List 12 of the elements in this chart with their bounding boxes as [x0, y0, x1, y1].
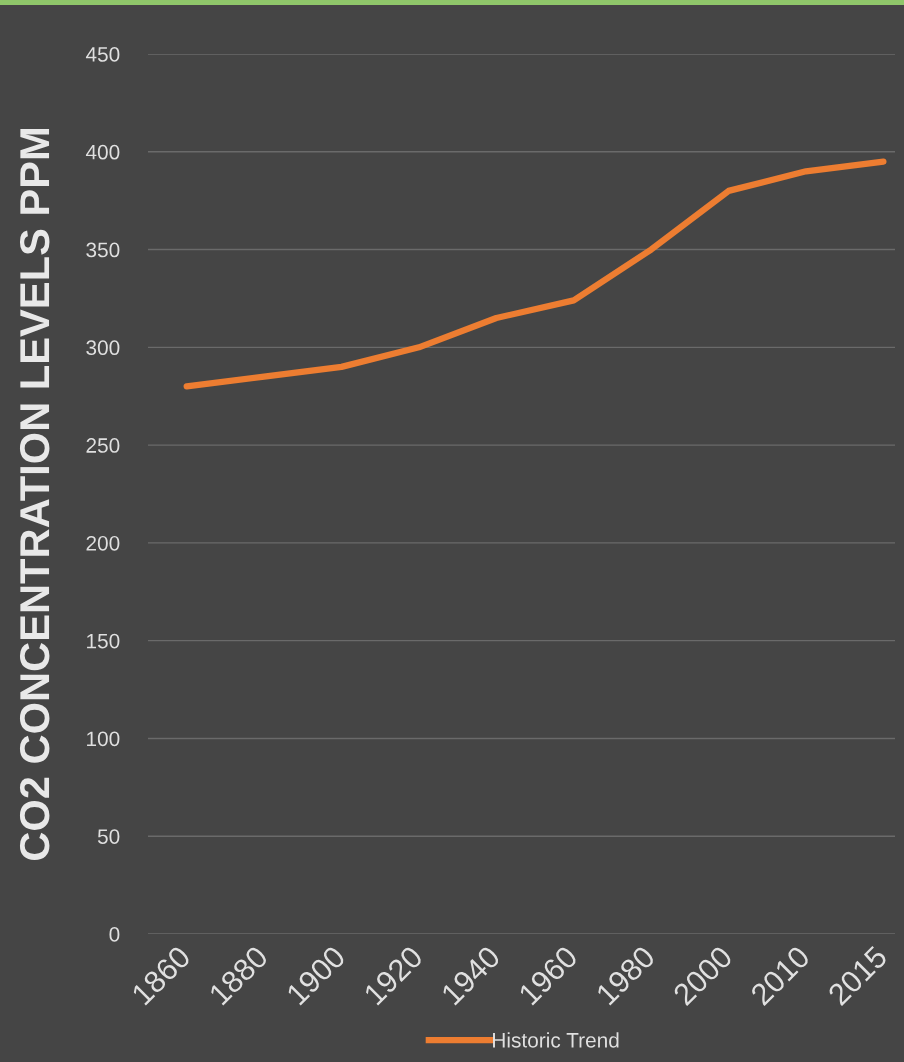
y-tick-label: 100	[87, 731, 120, 747]
y-tick-label: 50	[97, 829, 120, 844]
y-tick-label: 250	[86, 438, 120, 453]
y-tick-label: 0	[109, 927, 120, 942]
y-axis-title: CO2 CONCENTRATION LEVELS PPM	[19, 129, 50, 860]
y-tick-label: 150	[87, 633, 120, 649]
y-tick-label: 400	[85, 144, 120, 160]
y-tick-label: 350	[86, 242, 120, 258]
y-tick-label: 450	[85, 47, 120, 62]
legend-label: Historic Trend	[493, 1032, 619, 1048]
y-tick-label: 200	[86, 535, 120, 551]
y-tick-label: 300	[86, 340, 120, 356]
